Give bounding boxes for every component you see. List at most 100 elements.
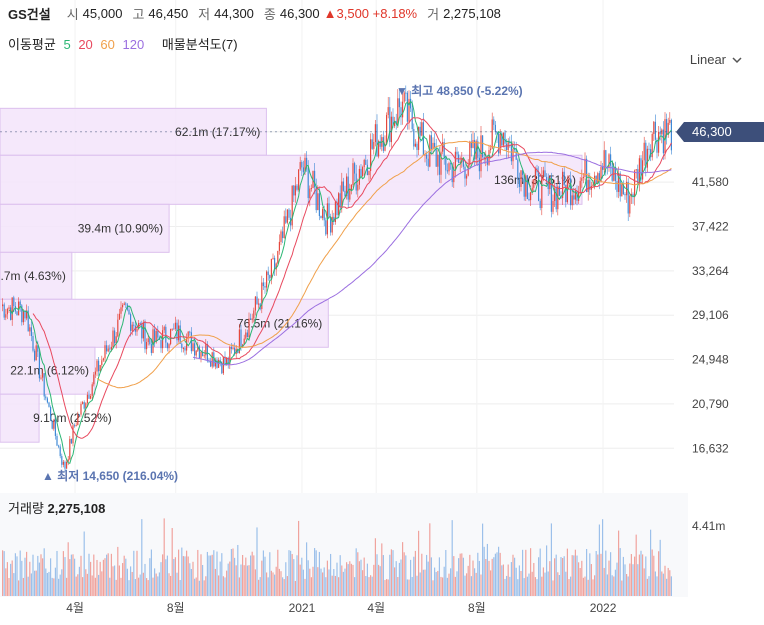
volume-bar (563, 556, 565, 596)
candle-body (525, 175, 527, 197)
candle-body (69, 438, 71, 460)
candle-body (469, 141, 471, 166)
volume-bar (454, 576, 456, 596)
ma-5[interactable]: 5 (63, 37, 71, 52)
volume-bar (275, 566, 277, 596)
y-tick-label: 37,422 (692, 219, 729, 233)
volume-bar (254, 569, 256, 596)
volume-bar (53, 578, 55, 596)
volume-bar (408, 579, 410, 596)
volume-bar (262, 550, 264, 596)
candle-body (38, 351, 40, 379)
candle-body (371, 139, 373, 149)
candle-body (72, 425, 74, 444)
volume-bar (130, 566, 132, 596)
volume-bar (496, 552, 498, 596)
candle-body (51, 420, 53, 429)
candle-body (374, 124, 376, 143)
volume-bar (18, 580, 20, 596)
volume-bar (208, 555, 210, 596)
volume-bar (112, 566, 114, 596)
volume-bar (163, 518, 165, 596)
indicator-bar[interactable]: 이동평균 5 20 60 120 매물분석도(7) (8, 34, 242, 53)
candle-body (114, 330, 116, 344)
volume-bar (493, 557, 495, 596)
volume-bar (251, 551, 253, 596)
candle-body (573, 195, 575, 200)
candle-body (250, 318, 252, 320)
ma-20[interactable]: 20 (78, 37, 93, 52)
volume-profile-label[interactable]: 매물분석도(7) (161, 37, 238, 52)
volume-bar (333, 569, 335, 596)
candle-body (128, 309, 130, 315)
candle-body (195, 350, 197, 356)
volume-bar (283, 579, 285, 596)
candle-body (654, 121, 656, 140)
volume-bar (514, 557, 516, 596)
candle-body (181, 343, 183, 349)
candle-body (218, 360, 220, 368)
moving-average-label[interactable]: 이동평균 (8, 37, 56, 52)
candle-body (174, 322, 176, 329)
volume-bar (3, 551, 5, 596)
candle-body (565, 184, 567, 203)
candle-body (598, 173, 600, 182)
candle-body (163, 326, 165, 331)
volume-bar (27, 576, 29, 596)
volume-profile-label: 76.5m (21.16%) (237, 316, 322, 330)
volume-bar (280, 571, 282, 596)
candle-body (99, 365, 101, 372)
volume-bar (240, 564, 242, 596)
volume-bar (187, 556, 189, 596)
volume-bar (658, 551, 660, 596)
candle-body (622, 184, 624, 195)
candle-body (34, 350, 36, 361)
volume-bar (536, 579, 538, 596)
candle-body (594, 175, 596, 185)
volume-bar (189, 563, 191, 596)
candle-body (424, 154, 426, 156)
scale-selector[interactable]: Linear (690, 52, 742, 67)
candle-body (645, 142, 647, 168)
volume-bar (366, 563, 368, 596)
volume-bar (110, 553, 112, 596)
volume-bar (288, 550, 290, 596)
chevron-down-icon[interactable] (732, 56, 742, 64)
ma-120[interactable]: 120 (122, 37, 145, 52)
scale-label[interactable]: Linear (689, 52, 726, 67)
ma-60[interactable]: 60 (100, 37, 115, 52)
volume-bar (670, 576, 672, 596)
volume-bar (445, 550, 447, 596)
candle-body (32, 336, 34, 351)
candle-body (331, 216, 333, 233)
candle-body (336, 201, 338, 216)
volume-bar (82, 577, 84, 596)
volume-bar (398, 562, 400, 596)
candle-body (75, 425, 77, 427)
candle-body (341, 181, 343, 208)
volume-bar (650, 529, 652, 596)
volume-bar (266, 572, 268, 596)
close-label: 종 (263, 6, 276, 22)
candle-body (275, 263, 277, 270)
candle-body (93, 374, 95, 385)
volume-bar (430, 557, 432, 596)
volume-bar (339, 555, 341, 596)
candle-body (618, 173, 620, 192)
candle-body (35, 345, 37, 361)
volume-bar (99, 561, 101, 596)
high-annotation: ▼ 최고 48,850 (-5.22%) (396, 84, 523, 98)
volume-bar (128, 580, 130, 596)
volume-panel-label: 거래량 2,275,108 (8, 498, 105, 517)
candle-body (10, 307, 12, 320)
volume-bar (117, 546, 119, 596)
candle-body (232, 347, 234, 349)
candle-body (642, 160, 644, 180)
volume-bar (152, 577, 154, 596)
candle-body (390, 116, 392, 143)
candle-body (323, 209, 325, 221)
candle-body (515, 149, 517, 160)
candle-body (91, 384, 93, 396)
candle-body (285, 216, 287, 223)
